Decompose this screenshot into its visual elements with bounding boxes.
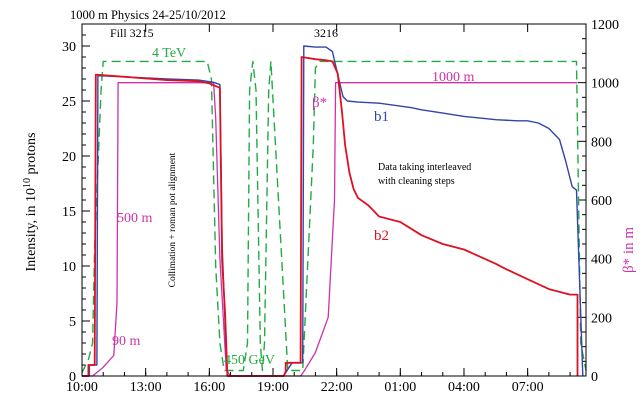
x-tick-label: 16:00: [193, 380, 225, 395]
x-tick-label: 22:00: [321, 380, 353, 395]
tick-labels: 10:00 13:00 16:00 19:00 22:00 01:00 04:00 07:00…: [62, 18, 619, 395]
y-right-tick-label: 600: [591, 194, 612, 209]
annotation-data-taking-1: Data taking interleaved: [378, 162, 471, 173]
x-tick-label: 13:00: [130, 380, 162, 395]
x-tick-label: 04:00: [448, 380, 480, 395]
annotation-collimation: Collimation + roman pot alignment: [168, 152, 178, 287]
y-right-tick-label: 200: [591, 311, 612, 326]
y-right-tick-label: 0: [591, 370, 598, 385]
series-line-beta: [82, 82, 578, 377]
x-tick-label: 19:00: [257, 380, 289, 395]
annotation-energy-top: 4 TeV: [152, 46, 186, 61]
y-axis-right-label: β* in m: [621, 227, 637, 273]
annotation-beta-star: β*: [312, 95, 327, 111]
annotation-beta-90: 90 m: [112, 334, 141, 349]
annotation-fill-3215: Fill 3215: [110, 26, 154, 40]
y-left-tick-label: 15: [62, 205, 76, 220]
y-axis-left-label: Intensity, in 1010 protons: [22, 133, 39, 272]
y-axis-left-label-sup: 10: [22, 178, 33, 188]
y-left-tick-label: 20: [62, 150, 76, 165]
series-layer: [81, 45, 587, 377]
plot-frame: [81, 23, 587, 377]
y-right-tick-label: 800: [591, 135, 612, 150]
chart-title: 1000 m Physics 24-25/10/2012: [70, 8, 226, 22]
x-tick-label: 01:00: [384, 380, 416, 395]
y-left-tick-label: 30: [62, 40, 76, 55]
annotation-b2: b2: [374, 228, 389, 244]
y-axis-left-label-main: Intensity, in 10: [24, 188, 39, 271]
annotation-beta-1000: 1000 m: [432, 70, 475, 85]
tick-marks: [81, 23, 586, 377]
annotation-energy-bottom: 450 GeV: [224, 353, 275, 368]
annotation-b1: b1: [374, 109, 389, 125]
series-line-energy: [81, 60, 587, 374]
annotation-fill-3216: 3216: [314, 26, 338, 40]
series-line-b1: [82, 45, 584, 377]
y-left-tick-label: 5: [69, 315, 76, 330]
y-right-tick-label: 1000: [591, 77, 619, 92]
y-right-tick-label: 400: [591, 253, 612, 268]
series-line-b2: [82, 56, 579, 377]
x-tick-label: 10:00: [66, 380, 98, 395]
y-axis-left-label-tail: protons: [24, 133, 39, 179]
annotation-beta-500: 500 m: [117, 211, 153, 226]
y-left-tick-label: 25: [62, 95, 76, 110]
y-left-tick-label: 0: [69, 370, 76, 385]
annotation-data-taking-2: with cleaning steps: [378, 176, 455, 187]
y-right-tick-label: 1200: [591, 18, 619, 33]
y-left-tick-label: 10: [62, 260, 76, 275]
x-tick-label: 07:00: [512, 380, 544, 395]
